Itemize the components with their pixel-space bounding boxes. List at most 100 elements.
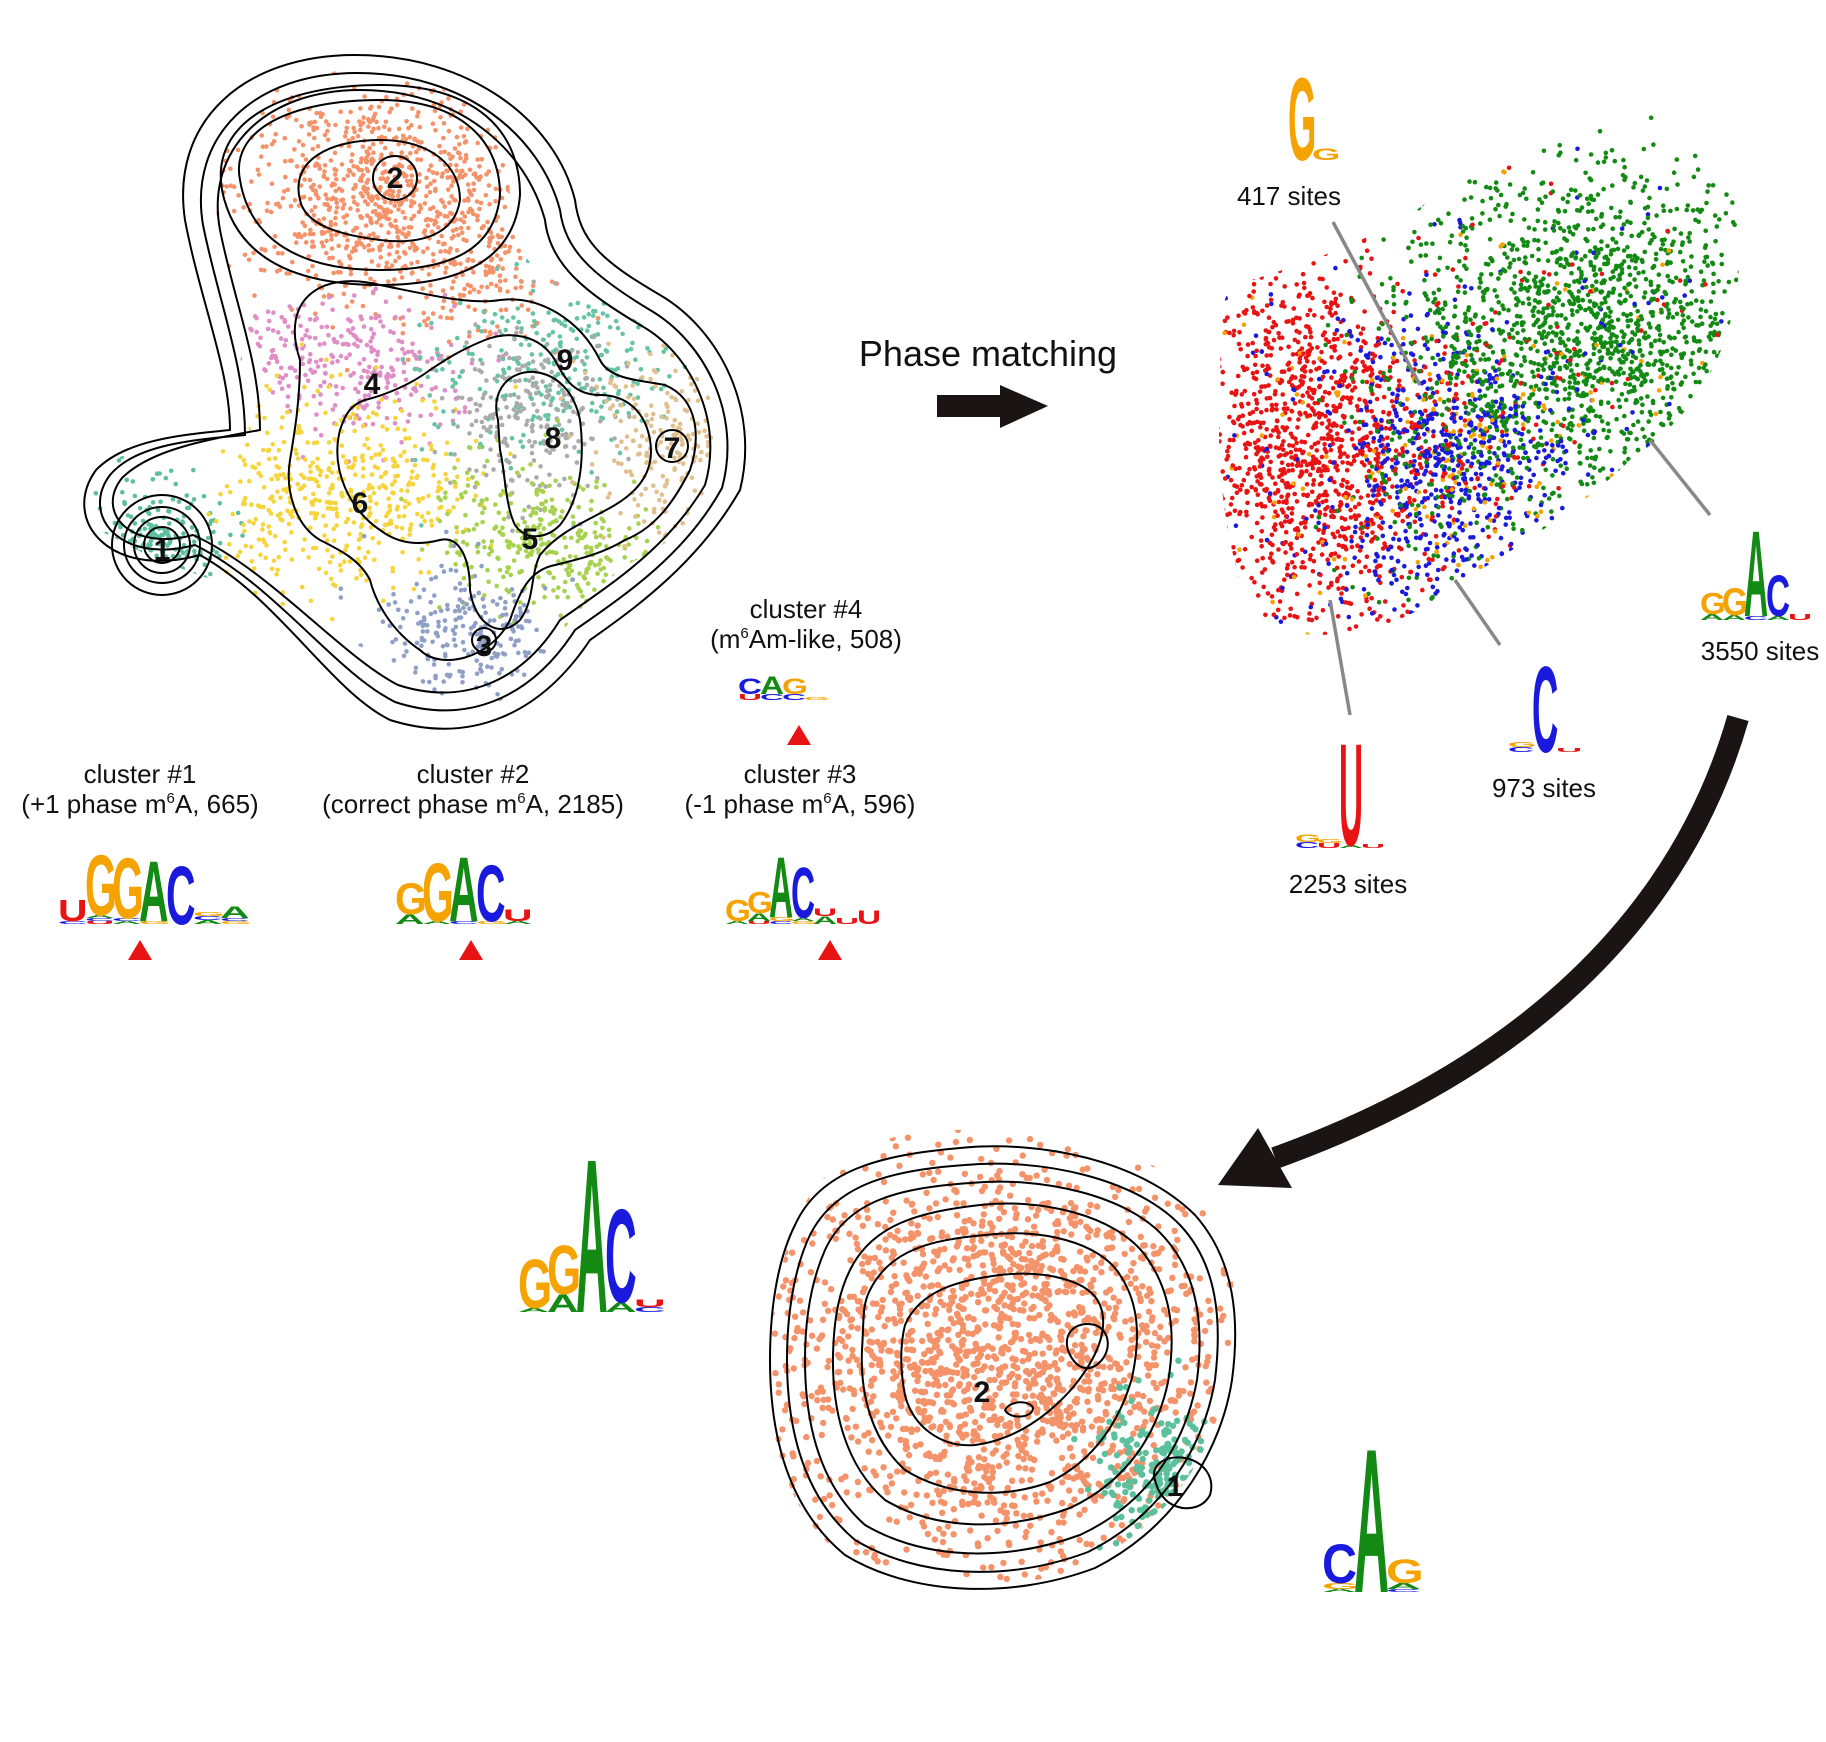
scatter-point (321, 379, 327, 385)
scatter-point (353, 386, 358, 392)
scatter-point (467, 167, 473, 173)
scatter-point (352, 293, 357, 298)
scatter-point (604, 555, 609, 560)
scatter-point (411, 200, 417, 205)
scatter-point (462, 610, 468, 615)
scatter-point (1323, 498, 1329, 504)
scatter-point (332, 167, 337, 172)
scatter-point (434, 630, 440, 636)
scatter-point (452, 631, 458, 637)
scatter-point (421, 249, 426, 254)
scatter-point (564, 645, 569, 651)
scatter-point (367, 482, 372, 488)
scatter-point (270, 328, 276, 333)
scatter-point (1388, 275, 1393, 281)
scatter-point (460, 529, 466, 535)
scatter-point (347, 352, 353, 357)
scatter-point (1353, 516, 1359, 522)
scatter-point (344, 304, 350, 309)
scatter-point (482, 464, 487, 469)
scatter-point (525, 524, 530, 530)
scatter-point (235, 326, 241, 332)
scatter-point (286, 383, 292, 389)
scatter-point (734, 432, 739, 437)
scatter-point (448, 260, 454, 266)
scatter-point (1253, 487, 1258, 492)
scatter-point (471, 181, 477, 186)
scatter-point (366, 117, 371, 122)
scatter-point (1226, 444, 1231, 450)
scatter-point (408, 178, 414, 184)
scatter-point (383, 513, 389, 519)
scatter-point (549, 369, 554, 375)
scatter-point (444, 529, 449, 535)
scatter-point (591, 607, 597, 613)
scatter-point (357, 119, 362, 124)
scatter-point (1206, 471, 1211, 476)
scatter-point (1259, 275, 1264, 280)
scatter-point (105, 577, 110, 583)
scatter-point (586, 323, 592, 329)
scatter-point (1377, 524, 1382, 529)
scatter-point (364, 159, 369, 165)
scatter-point (516, 395, 521, 400)
logo-letter-a: A (518, 1307, 550, 1313)
scatter-point (1268, 433, 1274, 438)
scatter-point (540, 379, 545, 384)
scatter-point (264, 430, 270, 436)
scatter-point (271, 310, 276, 316)
scatter-point (482, 328, 488, 334)
logo-letter-g: G (1288, 53, 1316, 185)
scatter-point (323, 119, 329, 124)
scatter-point (458, 155, 463, 161)
scatter-point (451, 543, 457, 549)
scatter-point (1408, 313, 1414, 318)
scatter-point (1440, 566, 1446, 572)
scatter-point (292, 147, 297, 152)
scatter-point (330, 460, 336, 466)
logo-letter-a: A (791, 917, 815, 922)
scatter-point (461, 293, 467, 298)
scatter-point (532, 323, 537, 329)
scatter-point (493, 199, 498, 204)
scatter-point (1249, 575, 1254, 581)
scatter-point (448, 567, 454, 573)
scatter-point (272, 244, 277, 250)
scatter-point (385, 216, 390, 222)
scatter-point (333, 384, 339, 389)
scatter-point (183, 630, 189, 635)
scatter-point (358, 531, 364, 537)
scatter-point (1196, 434, 1201, 439)
scatter-point (586, 304, 591, 309)
scatter-point (689, 381, 694, 387)
scatter-point (1369, 371, 1375, 377)
scatter-point (653, 383, 658, 389)
scatter-point (1252, 579, 1257, 585)
scatter-point (702, 505, 708, 510)
scatter-point (124, 565, 129, 570)
logo-letter-c: C (112, 917, 142, 922)
scatter-point (338, 586, 344, 592)
scatter-point (581, 487, 586, 492)
scatter-point (283, 547, 288, 552)
scatter-point (1250, 305, 1256, 310)
scatter-point (622, 555, 627, 560)
scatter-point (516, 650, 521, 656)
scatter-point (575, 300, 581, 306)
scatter-point (558, 355, 564, 361)
scatter-point (749, 405, 754, 410)
scatter-point (274, 373, 280, 379)
scatter-point (302, 223, 308, 229)
scatter-point (484, 458, 490, 464)
scatter-point (361, 368, 367, 374)
scatter-point (283, 337, 289, 343)
scatter-point (1296, 294, 1301, 299)
scatter-point (502, 436, 508, 442)
scatter-point (356, 498, 361, 504)
scatter-point (525, 258, 531, 264)
scatter-point (1335, 303, 1340, 309)
scatter-point (1342, 535, 1348, 541)
scatter-point (1406, 543, 1411, 549)
scatter-point (1369, 611, 1375, 616)
scatter-point (500, 488, 506, 494)
